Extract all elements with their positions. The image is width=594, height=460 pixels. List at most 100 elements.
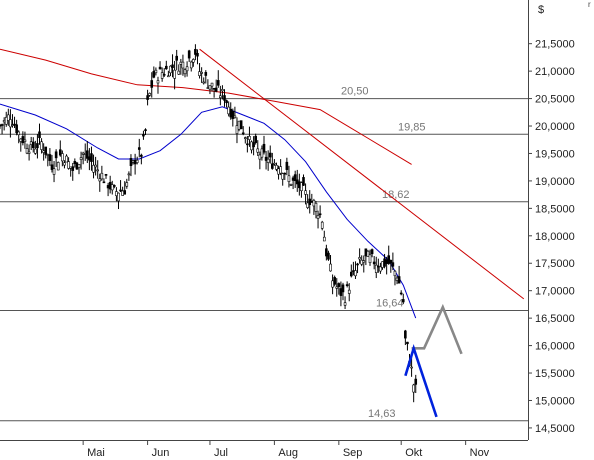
price-bar-body <box>127 173 131 176</box>
price-bar-body <box>281 173 285 180</box>
price-bar-body <box>123 190 127 195</box>
price-bar-body <box>152 71 156 78</box>
price-bar-body <box>56 162 60 171</box>
price-bar-body <box>389 259 393 264</box>
price-bar-body <box>273 162 276 165</box>
price-bar-body <box>395 277 399 281</box>
price-bar-body <box>374 264 378 273</box>
price-bar-body <box>289 184 293 186</box>
price-bar-body <box>131 160 135 163</box>
price-bar-body <box>271 163 274 169</box>
price-bar-body <box>133 159 137 165</box>
price-bar-body <box>401 299 405 303</box>
price-bar-body <box>121 190 124 196</box>
price-bar-body <box>125 182 129 187</box>
price-bar-body <box>295 179 299 185</box>
y-tick-label: 19,0000 <box>535 176 575 188</box>
price-bar-body <box>227 106 230 115</box>
price-bar-body <box>383 258 386 267</box>
price-bar-body <box>320 221 324 229</box>
level-labels: 20,50 19,85 18,62 16,64 14,63 <box>341 86 426 420</box>
price-bar-body <box>327 252 330 260</box>
price-bar-body <box>58 149 62 156</box>
price-bar-body <box>154 69 158 74</box>
price-bar-body <box>248 136 251 140</box>
price-bar-body <box>169 65 172 74</box>
projection-lines <box>404 303 463 418</box>
price-bar-body <box>113 185 116 187</box>
price-bar-body <box>106 185 110 189</box>
price-bar-body <box>129 158 133 167</box>
price-bar-body <box>171 64 174 68</box>
price-bar-body <box>148 93 151 96</box>
price-bar-body <box>117 192 120 202</box>
price-bar-body <box>277 168 280 175</box>
price-bar-body <box>194 48 197 55</box>
price-bar-body <box>181 61 185 69</box>
price-bar-body <box>110 184 114 191</box>
price-bar-body <box>343 302 347 306</box>
price-bar-body <box>279 166 282 174</box>
price-bar-body <box>160 72 164 79</box>
price-bar-body <box>67 161 70 169</box>
price-bar-body <box>391 262 395 267</box>
price-bar-body <box>177 70 181 75</box>
price-bar-body <box>29 141 33 145</box>
price-bar-body <box>90 153 93 162</box>
price-bar-body <box>412 384 415 393</box>
price-bar-body <box>54 151 58 159</box>
price-bar-body <box>221 89 224 92</box>
x-tick-label: Jul <box>214 447 228 459</box>
price-bar-body <box>393 270 397 277</box>
price-bar-body <box>108 182 112 190</box>
price-bar-body <box>156 80 160 84</box>
price-bar-body <box>167 75 170 78</box>
y-tick-label: 15,5000 <box>535 368 575 380</box>
price-bar-body <box>370 249 374 255</box>
price-bar-body <box>223 95 226 101</box>
price-bar-body <box>329 263 332 272</box>
price-bar-body <box>219 95 222 98</box>
price-bar-body <box>260 148 264 158</box>
price-bar-body <box>235 125 239 134</box>
price-bar-body <box>352 270 355 272</box>
price-bar-body <box>144 129 147 132</box>
price-bar-body <box>246 143 249 146</box>
price-bar-body <box>208 85 212 90</box>
price-bar-body <box>239 120 243 130</box>
price-bar-body <box>73 161 77 164</box>
y-tick-label: 14,5000 <box>535 423 575 435</box>
level-label: 14,63 <box>368 408 396 420</box>
price-bar-body <box>387 255 391 264</box>
price-bar-body <box>347 289 351 294</box>
price-bar-body <box>135 159 139 163</box>
y-tick-label: 20,5000 <box>535 94 575 106</box>
price-bar-body <box>158 66 162 70</box>
price-bar-body <box>377 265 380 268</box>
price-bar-body <box>137 147 141 150</box>
level-label: 18,62 <box>382 189 410 201</box>
price-bar-body <box>196 53 199 57</box>
price-bar-body <box>293 174 297 182</box>
price-bar-body <box>360 259 364 265</box>
price-bar-body <box>17 131 21 136</box>
x-tick-label: Mai <box>87 447 105 459</box>
y-tick-label: 18,0000 <box>535 231 575 243</box>
price-bar-body <box>204 72 208 76</box>
price-bar-body <box>268 152 272 158</box>
price-bar-body <box>214 87 218 92</box>
x-tick-label: Nov <box>470 447 490 459</box>
price-bar-body <box>354 270 357 277</box>
price-bar-body <box>345 284 349 287</box>
price-bar-body <box>358 257 361 260</box>
price-bar-body <box>86 150 89 159</box>
price-bar-body <box>21 136 25 144</box>
price-bar-body <box>77 164 81 168</box>
price-bar-body <box>175 55 178 61</box>
x-tick-label: Sep <box>343 447 363 459</box>
level-label: 19,85 <box>398 121 426 133</box>
price-bar-body <box>19 138 23 142</box>
y-tick-label: 20,0000 <box>535 121 575 133</box>
price-bar-body <box>88 156 91 161</box>
